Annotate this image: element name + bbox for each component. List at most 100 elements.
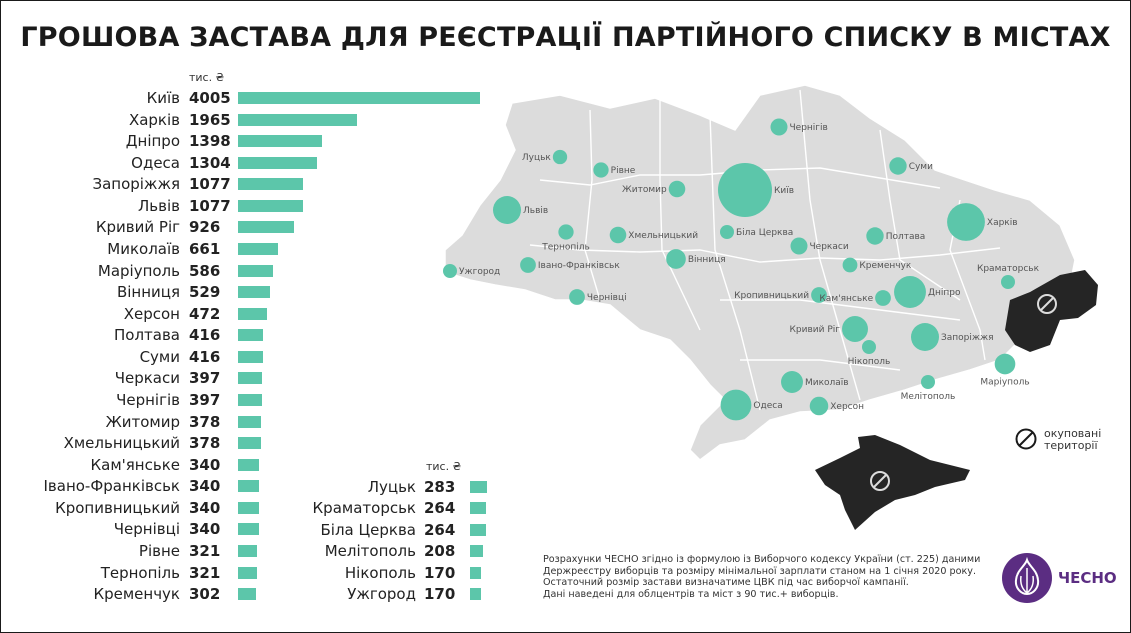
legend-line-1: окуповані (1044, 427, 1102, 440)
city-bubble (720, 225, 734, 239)
bar-label: Чернівці (113, 520, 180, 539)
bar-value: 378 (189, 412, 221, 431)
bar-label: Кременчук (93, 585, 180, 604)
city-bubble (947, 203, 985, 241)
bar (470, 588, 481, 600)
bar (238, 372, 262, 385)
bar (238, 135, 323, 148)
bar-label: Біла Церква (320, 520, 417, 539)
bar-value: 397 (189, 369, 221, 388)
bar-value: 264 (424, 499, 456, 518)
bar-label: Мелітополь (324, 542, 416, 561)
city-label: Тернопіль (541, 243, 590, 253)
legend-line-2: території (1044, 439, 1098, 452)
city-label: Одеса (753, 401, 782, 411)
city-label: Кременчук (859, 261, 911, 271)
map-land (444, 84, 1076, 461)
city-label: Івано-Франківськ (538, 261, 620, 271)
bar-value: 529 (189, 283, 221, 302)
bar-label: Кропивницький (55, 498, 180, 517)
city-label: Ужгород (459, 267, 500, 277)
city-bubble (593, 162, 609, 178)
legend-text: окуповані території (1044, 428, 1114, 452)
bar (238, 501, 259, 514)
bar-label: Полтава (113, 326, 180, 345)
city-label: Нікополь (848, 357, 891, 367)
city-label: Біла Церква (736, 228, 793, 238)
bar (238, 437, 261, 450)
bar (238, 523, 259, 536)
city-bubble (842, 316, 868, 342)
bar-label: Одеса (131, 153, 180, 172)
city-label: Суми (909, 162, 933, 172)
bar-value: 397 (189, 390, 221, 409)
footnote-line-2: Держреєстру виборців та розміру мінімаль… (543, 565, 977, 577)
city-label: Черкаси (810, 242, 849, 252)
city-bubble (910, 322, 940, 352)
bar (470, 481, 488, 493)
city-bubble (889, 157, 907, 175)
bar-label: Кам'янське (90, 455, 181, 474)
city-label: Кропивницький (734, 291, 809, 301)
unit-label-right: тис. ₴ (426, 460, 462, 473)
bar (470, 502, 486, 515)
city-label: Маріуполь (980, 377, 1029, 387)
city-markers: Чернігів Суми Луцьк Рівне Житомир Київ Львів Те… (443, 118, 1040, 421)
bar-label: Рівне (138, 541, 180, 560)
bar-value: 1077 (189, 196, 231, 215)
footnote-line-4: Дані наведені для облцентрів та міст з 9… (543, 588, 839, 600)
bar-label: Вінниця (116, 283, 180, 302)
bar (238, 588, 257, 601)
bar-value: 661 (189, 239, 221, 258)
footnote: Розрахунки ЧЕСНО згідно із формулою із В… (543, 554, 993, 600)
bar-value: 586 (189, 261, 221, 280)
bar-value: 416 (189, 326, 221, 345)
bar (238, 480, 259, 493)
bar (238, 566, 258, 579)
bar-value: 4005 (189, 89, 231, 107)
city-label: Рівне (611, 166, 636, 176)
bar-value: 340 (189, 520, 221, 539)
bar (470, 545, 483, 558)
bar (238, 458, 259, 471)
bar (238, 415, 261, 428)
bar-label: Харків (128, 110, 180, 129)
bar-label: Київ (146, 89, 180, 107)
footnote-line-3: Остаточний розмір застави визначатиме ЦВ… (543, 577, 909, 589)
bar (238, 92, 480, 104)
bar-value: 321 (189, 563, 221, 582)
city-bubble (569, 289, 585, 305)
bar-label: Маріуполь (97, 261, 180, 280)
city-label: Херсон (830, 402, 864, 412)
bar-value: 170 (424, 585, 456, 603)
bar-label: Житомир (105, 412, 180, 431)
city-bubble (894, 276, 926, 308)
bar-label: Краматорськ (312, 499, 416, 518)
chart-title: ГРОШОВА ЗАСТАВА ДЛЯ РЕЄСТРАЦІЇ ПАРТІЙНОГ… (20, 22, 1111, 53)
city-bubble (842, 257, 858, 273)
bar (470, 566, 481, 579)
bar-label: Кривий Ріг (95, 218, 180, 237)
bar-label: Черкаси (114, 369, 180, 388)
bar-label: Чернігів (116, 390, 180, 409)
bar-label: Запоріжжя (92, 175, 180, 194)
occupied-territories (815, 270, 1098, 530)
no-entry-icon (1015, 428, 1037, 450)
bar-value: 378 (189, 434, 221, 453)
city-bubble (492, 195, 522, 225)
city-bubble (552, 149, 568, 165)
city-bubble (1001, 275, 1015, 289)
bar (238, 264, 274, 277)
bar-value: 926 (189, 218, 221, 237)
bar (238, 307, 267, 320)
city-label: Миколаїв (805, 378, 849, 388)
city-label: Київ (774, 186, 794, 196)
city-label: Чернівці (587, 293, 627, 303)
garlic-icon (1002, 553, 1052, 603)
city-label: Кривий Ріг (790, 325, 841, 335)
bar-value: 1304 (189, 153, 231, 172)
city-label: Полтава (886, 232, 926, 242)
city-label: Дніпро (928, 288, 961, 298)
city-bubble (443, 264, 457, 278)
city-bubble (558, 224, 574, 240)
